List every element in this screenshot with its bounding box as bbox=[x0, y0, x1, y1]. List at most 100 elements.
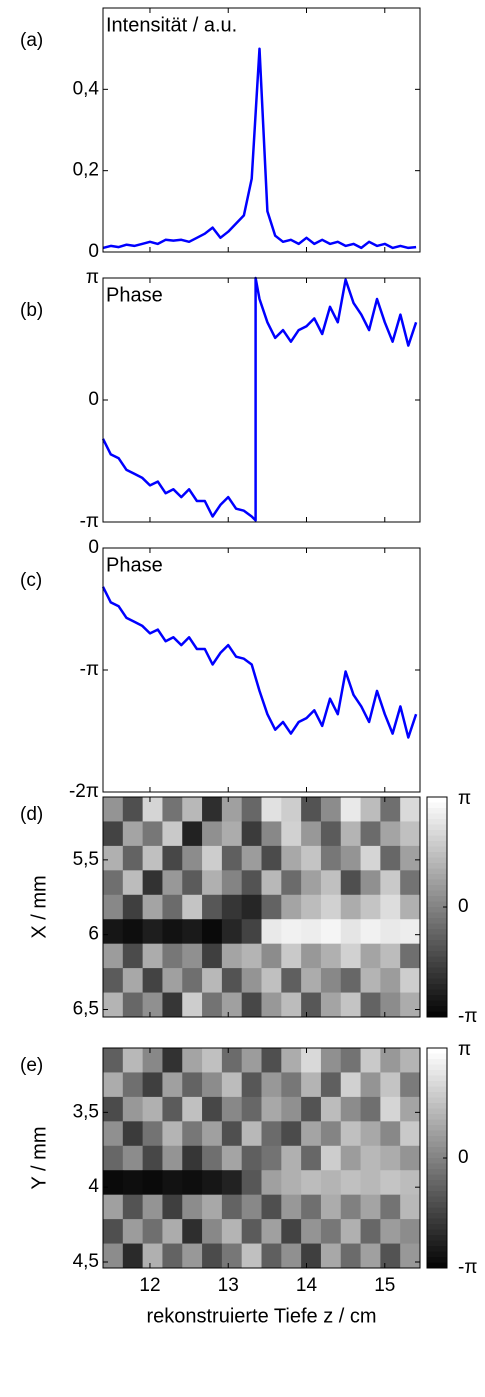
heatmap-cell bbox=[142, 1145, 163, 1171]
panel-label: (a) bbox=[20, 30, 43, 51]
colorbar-step bbox=[427, 1103, 447, 1109]
heatmap-cell bbox=[162, 821, 183, 847]
heatmap-cell bbox=[301, 1048, 322, 1073]
y-tick-label: 0,4 bbox=[73, 78, 100, 99]
heatmap-cell bbox=[380, 1072, 401, 1098]
heatmap-cell bbox=[380, 1096, 401, 1122]
colorbar-step bbox=[427, 1229, 447, 1236]
heatmap-cell bbox=[400, 1096, 421, 1122]
heatmap-cell bbox=[340, 1145, 362, 1171]
colorbar-step bbox=[427, 868, 447, 875]
heatmap-cell bbox=[182, 1219, 203, 1245]
heatmap-cell bbox=[142, 1072, 163, 1098]
heatmap-cell bbox=[281, 1121, 302, 1147]
colorbar-step bbox=[427, 830, 447, 836]
heatmap-cell bbox=[281, 845, 302, 871]
heatmap-cell bbox=[162, 1072, 183, 1098]
heatmap-cell bbox=[360, 1219, 381, 1245]
colorbar-step bbox=[427, 890, 447, 897]
panel-label: (d) bbox=[20, 804, 43, 825]
colorbar-step bbox=[427, 912, 447, 919]
heatmap-cell bbox=[281, 1145, 302, 1171]
heatmap-cell bbox=[281, 968, 302, 994]
heatmap-cell bbox=[182, 1145, 203, 1171]
heatmap-cell bbox=[400, 992, 421, 1018]
heatmap-cell bbox=[103, 992, 124, 1018]
heatmap-cell bbox=[320, 943, 342, 969]
heatmap-cell bbox=[281, 1072, 302, 1098]
heatmap-cell bbox=[320, 968, 342, 994]
colorbar-label: 0 bbox=[458, 1147, 469, 1168]
heatmap-cell bbox=[202, 943, 223, 969]
heatmap-cell bbox=[281, 919, 302, 945]
heatmap-cell bbox=[162, 1096, 183, 1122]
colorbar-step bbox=[427, 978, 447, 985]
y-tick-label: 4,5 bbox=[73, 1251, 99, 1272]
heatmap-cell bbox=[103, 894, 124, 920]
colorbar-step bbox=[427, 1081, 447, 1087]
heatmap-cell bbox=[103, 1121, 124, 1147]
colorbar-step bbox=[427, 1125, 447, 1131]
heatmap-cell bbox=[103, 1072, 124, 1098]
heatmap-cell bbox=[202, 821, 223, 847]
heatmap-cell bbox=[340, 992, 362, 1018]
heatmap-cell bbox=[241, 797, 262, 822]
heatmap-cell bbox=[301, 968, 322, 994]
heatmap-cell bbox=[103, 1243, 124, 1269]
heatmap-cell bbox=[162, 1170, 183, 1196]
heatmap-cell bbox=[281, 1170, 302, 1196]
heatmap-cell bbox=[261, 821, 282, 847]
heatmap-cell bbox=[340, 797, 362, 822]
heatmap-cell bbox=[241, 943, 262, 969]
heatmap-cell bbox=[142, 1194, 163, 1220]
heatmap-cell bbox=[380, 1219, 401, 1245]
heatmap-cell bbox=[182, 870, 203, 896]
heatmap-cell bbox=[281, 870, 302, 896]
colorbar-step bbox=[427, 1213, 447, 1219]
y-tick-label: 6 bbox=[88, 924, 99, 945]
colorbar-step bbox=[427, 907, 447, 913]
heatmap-cell bbox=[162, 1121, 183, 1147]
heatmap-cell bbox=[241, 1194, 262, 1220]
colorbar-step bbox=[427, 802, 447, 809]
colorbar-step bbox=[427, 1224, 447, 1230]
y-tick-label: 6,5 bbox=[73, 999, 99, 1020]
heatmap-cell bbox=[182, 992, 203, 1018]
heatmap-cell bbox=[360, 1096, 381, 1122]
heatmap-cell bbox=[182, 943, 203, 969]
heatmap-cell bbox=[142, 919, 163, 945]
heatmap-cell bbox=[221, 1048, 243, 1073]
heatmap-cell bbox=[360, 992, 381, 1018]
colorbar-step bbox=[427, 1114, 447, 1120]
colorbar-step bbox=[427, 940, 447, 946]
colorbar-step bbox=[427, 1191, 447, 1197]
heatmap-cell bbox=[400, 968, 421, 994]
heatmap-cell bbox=[400, 943, 421, 969]
heatmap-cell bbox=[281, 1243, 302, 1269]
heatmap-cell bbox=[221, 1121, 243, 1147]
heatmap-cell bbox=[202, 1243, 223, 1269]
heatmap-cell bbox=[261, 1243, 282, 1269]
heatmap-cell bbox=[340, 870, 362, 896]
heatmap-cell bbox=[301, 943, 322, 969]
heatmap-cell bbox=[221, 1219, 243, 1245]
heatmap-cell bbox=[142, 943, 163, 969]
heatmap-cell bbox=[261, 1219, 282, 1245]
heatmap-cell bbox=[261, 1096, 282, 1122]
heatmap-cell bbox=[241, 821, 262, 847]
heatmap-cell bbox=[360, 968, 381, 994]
heatmap-cell bbox=[142, 1096, 163, 1122]
heatmap-cell bbox=[202, 797, 223, 822]
colorbar-step bbox=[427, 1064, 447, 1071]
heatmap-cell bbox=[142, 992, 163, 1018]
colorbar-step bbox=[427, 1235, 447, 1241]
colorbar-step bbox=[427, 896, 447, 902]
colorbar-step bbox=[427, 929, 447, 935]
heatmap-cell bbox=[281, 943, 302, 969]
colorbar-step bbox=[427, 1059, 447, 1065]
heatmap-cell bbox=[400, 1170, 421, 1196]
y-tick-label: 4 bbox=[88, 1176, 99, 1197]
heatmap-cell bbox=[122, 968, 144, 994]
heatmap-cell bbox=[221, 1072, 243, 1098]
